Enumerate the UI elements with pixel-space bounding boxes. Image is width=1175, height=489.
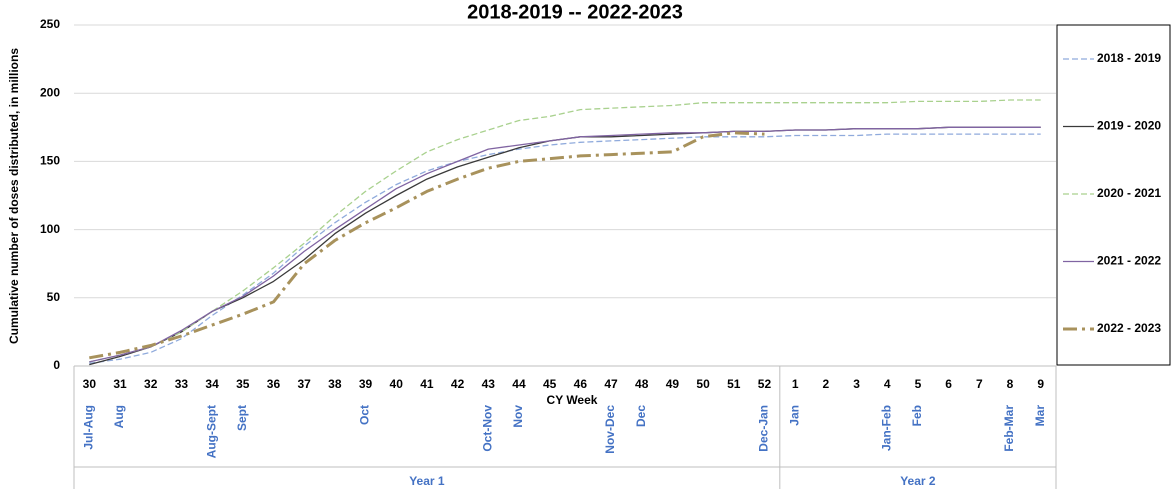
x-tick-label: 6 — [945, 377, 952, 391]
y-tick-label: 250 — [40, 17, 60, 31]
month-label: Feb-Mar — [1002, 405, 1016, 452]
group-label: Year 1 — [409, 474, 445, 488]
x-tick-label: 44 — [512, 377, 526, 391]
x-tick-label: 1 — [792, 377, 799, 391]
x-tick-label: 51 — [727, 377, 741, 391]
legend-box — [1056, 24, 1171, 366]
month-label: Dec — [634, 405, 648, 427]
x-tick-label: 47 — [604, 377, 618, 391]
series-line — [89, 133, 1041, 364]
month-label: Dec-Jan — [757, 405, 771, 452]
x-tick-label: 31 — [113, 377, 127, 391]
x-axis-label: CY Week — [547, 393, 598, 407]
month-label: Feb — [910, 405, 924, 426]
x-tick-label: 9 — [1037, 377, 1044, 391]
legend-label: 2018 - 2019 — [1097, 51, 1161, 65]
month-label: Jul-Aug — [82, 405, 96, 450]
x-tick-label: 32 — [144, 377, 158, 391]
x-tick-label: 41 — [420, 377, 434, 391]
x-tick-label: 30 — [83, 377, 97, 391]
month-label: Nov-Dec — [603, 405, 617, 454]
x-tick-label: 38 — [328, 377, 342, 391]
month-label: Aug-Sept — [204, 405, 218, 458]
chart-title: 2018-2019 -- 2022-2023 — [467, 1, 683, 23]
series-line — [89, 126, 1041, 363]
x-tick-label: 43 — [482, 377, 496, 391]
legend-label: 2020 - 2021 — [1097, 186, 1161, 200]
series-line — [89, 131, 765, 360]
x-tick-label: 33 — [175, 377, 189, 391]
x-tick-label: 39 — [359, 377, 373, 391]
x-tick-label: 40 — [390, 377, 404, 391]
y-tick-label: 0 — [53, 358, 60, 372]
month-label: Nov — [511, 405, 525, 428]
month-label: Oct — [358, 405, 372, 425]
month-label: Oct-Nov — [480, 405, 494, 452]
x-tick-label: 52 — [758, 377, 772, 391]
y-axis-label: Cumulative number of doses distributed, … — [7, 48, 21, 344]
x-tick-label: 49 — [666, 377, 680, 391]
month-label: Aug — [112, 405, 126, 428]
x-tick-label: 35 — [236, 377, 250, 391]
x-tick-label: 5 — [915, 377, 922, 391]
x-tick-label: 7 — [976, 377, 983, 391]
y-tick-label: 50 — [47, 290, 61, 304]
x-tick-label: 8 — [1007, 377, 1014, 391]
y-tick-label: 200 — [40, 85, 60, 99]
x-tick-label: 3 — [853, 377, 860, 391]
y-tick-label: 150 — [40, 154, 60, 168]
x-tick-label: 2 — [823, 377, 830, 391]
month-label: Jan — [787, 405, 801, 426]
x-tick-label: 46 — [574, 377, 588, 391]
x-tick-label: 42 — [451, 377, 465, 391]
x-tick-label: 4 — [884, 377, 891, 391]
month-label: Mar — [1033, 405, 1047, 427]
legend-label: 2022 - 2023 — [1097, 321, 1161, 335]
x-tick-label: 36 — [267, 377, 281, 391]
x-tick-label: 37 — [297, 377, 311, 391]
y-tick-label: 100 — [40, 222, 60, 236]
x-tick-label: 50 — [696, 377, 710, 391]
x-tick-label: 45 — [543, 377, 557, 391]
month-label: Jan-Feb — [879, 405, 893, 451]
x-tick-label: 34 — [205, 377, 219, 391]
month-label: Sept — [235, 405, 249, 431]
group-label: Year 2 — [900, 474, 936, 488]
x-tick-label: 48 — [635, 377, 649, 391]
legend-label: 2021 - 2022 — [1097, 254, 1161, 268]
legend-label: 2019 - 2020 — [1097, 119, 1161, 133]
series-line — [89, 126, 1041, 366]
